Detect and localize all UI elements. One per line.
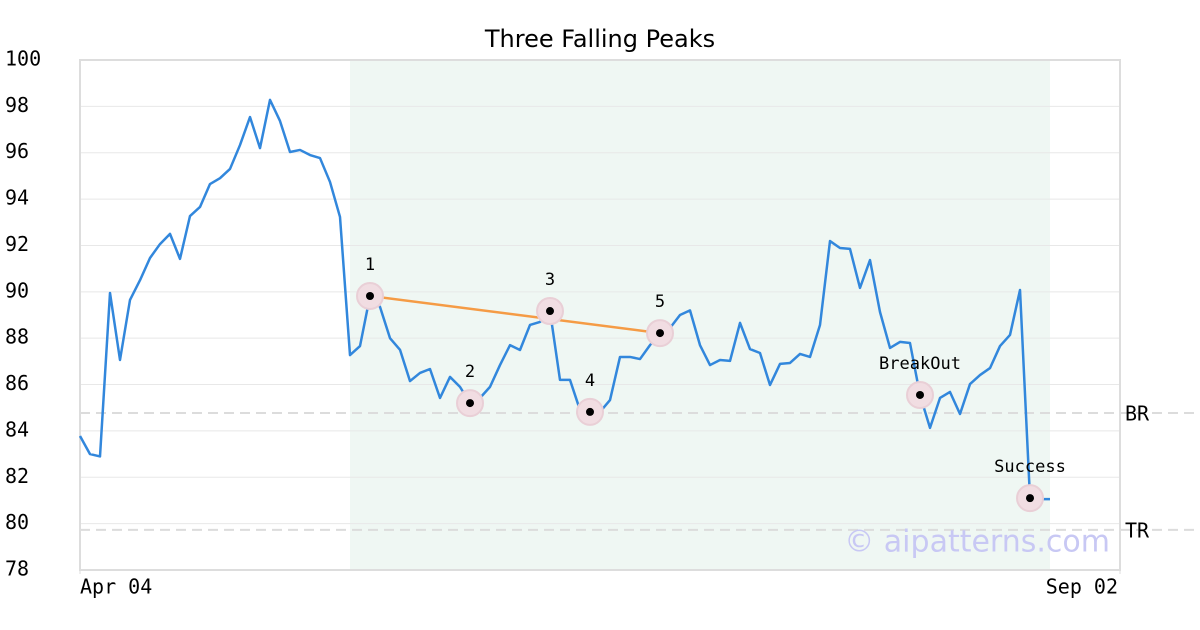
x-tick-label: Sep 02 (1046, 575, 1118, 599)
y-tick-label: 80 (5, 510, 29, 534)
point-dot (366, 291, 374, 300)
y-tick-label: 90 (5, 278, 29, 302)
point-dot (546, 307, 554, 316)
pattern-region (350, 60, 1050, 570)
y-tick-label: 84 (5, 417, 29, 441)
point-label: 4 (585, 371, 595, 391)
y-tick-label: 96 (5, 139, 29, 163)
point-dot (916, 390, 924, 399)
reference-label: BR (1125, 402, 1150, 426)
y-tick-label: 100 (5, 47, 41, 71)
point-label: 2 (465, 362, 475, 382)
point-label: Success (994, 457, 1066, 477)
y-tick-label: 86 (5, 371, 29, 395)
plot-frame (79, 59, 1121, 571)
point-dot (656, 329, 664, 338)
chart-title: Three Falling Peaks (484, 25, 715, 53)
y-tick-label: 94 (5, 186, 29, 210)
y-tick-label: 88 (5, 325, 29, 349)
peak-trend-line (369, 294, 661, 335)
point-label: 1 (365, 255, 375, 275)
point-dot (1026, 494, 1034, 503)
point-label: BreakOut (879, 354, 961, 374)
y-tick-label: 82 (5, 464, 29, 488)
price-line (78, 98, 1050, 501)
point-dot (586, 407, 594, 416)
y-tick-label: 78 (5, 557, 29, 581)
y-tick-label: 98 (5, 93, 29, 117)
y-tick-label: 92 (5, 232, 29, 256)
point-dot (466, 399, 474, 408)
watermark: © aipatterns.com (844, 525, 1110, 560)
point-label: 5 (655, 292, 665, 312)
point-label: 3 (545, 270, 555, 290)
reference-label: TR (1125, 518, 1150, 542)
x-tick-label: Apr 04 (80, 575, 152, 599)
